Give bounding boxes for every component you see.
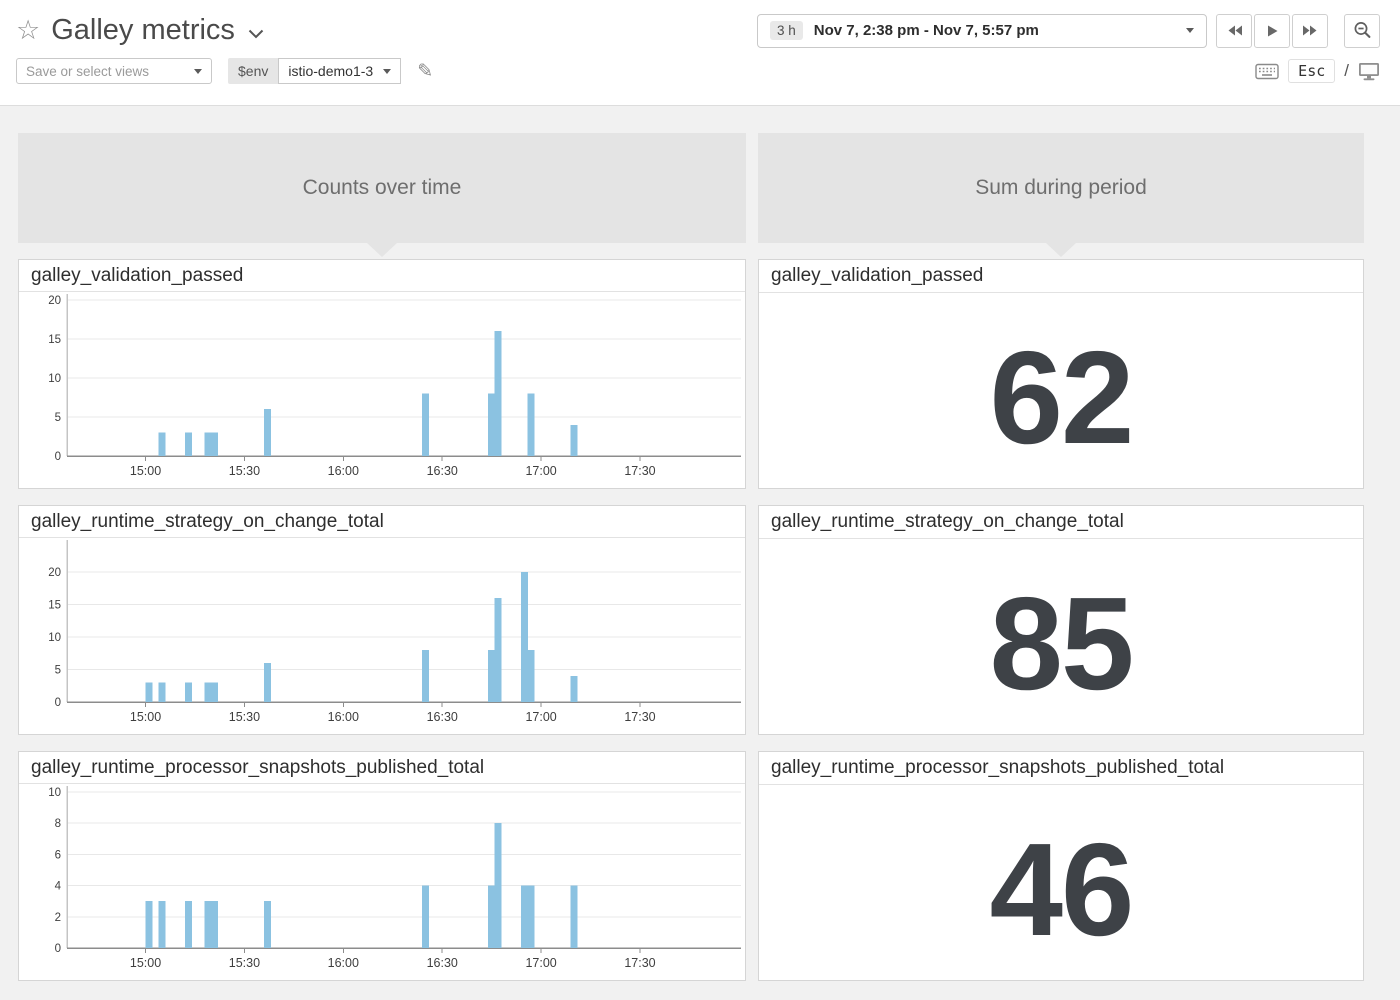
svg-text:16:00: 16:00 [328,956,359,970]
svg-text:0: 0 [55,451,61,463]
magnifier-minus-icon [1354,22,1370,38]
svg-text:15:30: 15:30 [229,956,260,970]
svg-text:10: 10 [48,373,61,385]
svg-text:15:00: 15:00 [130,710,161,724]
views-select-placeholder: Save or select views [26,63,150,79]
sum-card-title: galley_validation_passed [759,260,1363,293]
sum-value: 46 [989,815,1135,963]
chart-card: galley_runtime_processor_snapshots_publi… [18,751,746,981]
title-chevron-down-icon[interactable] [248,29,264,39]
bar-chart[interactable]: 0 5 10 15 20 15:00 15:30 16:00 16:30 17:00 17:30 [19,292,745,488]
svg-text:0: 0 [55,697,61,709]
esc-key-hint: Esc [1288,59,1336,83]
time-range-selector[interactable]: 3 h Nov 7, 2:38 pm - Nov 7, 5:57 pm [757,13,1207,48]
play-icon [1267,25,1277,36]
svg-text:5: 5 [55,412,61,424]
svg-text:5: 5 [55,665,61,677]
sum-card-title: galley_runtime_strategy_on_change_total [759,506,1363,539]
svg-text:15:30: 15:30 [229,464,260,478]
sum-card: galley_validation_passed 62 [758,259,1364,489]
svg-text:16:30: 16:30 [427,710,458,724]
sum-card-title: galley_runtime_processor_snapshots_publi… [759,752,1363,785]
svg-text:17:00: 17:00 [525,956,556,970]
svg-text:17:30: 17:30 [624,956,655,970]
template-variable-env: $env istio-demo1-3 [228,58,402,84]
column-header-label: Counts over time [302,176,462,199]
time-play-button[interactable] [1254,13,1290,48]
svg-text:6: 6 [55,849,61,861]
chart-title: galley_validation_passed [19,260,745,292]
chevron-down-icon [194,68,202,74]
env-value: istio-demo1-3 [288,63,374,79]
svg-text:15:00: 15:00 [130,464,161,478]
env-var-name: $env [228,58,279,84]
sum-card: galley_runtime_processor_snapshots_publi… [758,751,1364,981]
svg-text:16:00: 16:00 [328,464,359,478]
svg-text:20: 20 [48,567,61,579]
svg-text:16:00: 16:00 [328,710,359,724]
svg-text:10: 10 [48,632,61,644]
svg-text:15:00: 15:00 [130,956,161,970]
time-duration-badge: 3 h [770,21,803,40]
dashboard-content: Counts over time Sum during period galle… [0,106,1400,1000]
svg-text:2: 2 [55,912,61,924]
fast-forward-icon [1302,25,1316,36]
bar-chart[interactable]: 0 2 4 6 8 10 15:00 15:30 16:00 16:30 17:00 17:30 [19,784,745,980]
svg-text:16:30: 16:30 [427,956,458,970]
edit-pencil-icon[interactable]: ✎ [417,60,434,82]
column-header-label: Sum during period [975,176,1147,199]
svg-text:15:30: 15:30 [229,710,260,724]
chart-card: galley_validation_passed 0 5 10 15 20 15:00 15… [18,259,746,489]
time-back-button[interactable] [1216,13,1252,48]
chart-title: galley_runtime_strategy_on_change_total [19,506,745,538]
top-bar: ☆ Galley metrics 3 h Nov 7, 2:38 pm - No… [0,0,1400,106]
svg-text:17:30: 17:30 [624,464,655,478]
chevron-down-icon [1186,28,1194,33]
keyboard-icon[interactable] [1255,63,1279,80]
sum-value: 62 [989,323,1135,471]
time-forward-button[interactable] [1292,13,1328,48]
sum-value: 85 [989,569,1135,717]
svg-text:8: 8 [55,818,61,830]
svg-text:16:30: 16:30 [427,464,458,478]
chart-title: galley_runtime_processor_snapshots_publi… [19,752,745,784]
chart-card: galley_runtime_strategy_on_change_total … [18,505,746,735]
time-range-label: Nov 7, 2:38 pm - Nov 7, 5:57 pm [813,22,1039,39]
svg-text:4: 4 [55,881,62,893]
column-header-sum: Sum during period [758,133,1364,257]
svg-text:15: 15 [48,600,61,612]
favorite-star-icon[interactable]: ☆ [16,15,41,45]
svg-text:10: 10 [48,787,61,799]
column-header-counts: Counts over time [18,133,746,257]
tv-mode-monitor-icon[interactable] [1358,62,1380,81]
page-title: Galley metrics [51,14,235,46]
svg-text:17:30: 17:30 [624,710,655,724]
slash-key-hint: / [1344,61,1349,80]
svg-text:0: 0 [55,943,61,955]
svg-text:15: 15 [48,334,61,346]
sum-card: galley_runtime_strategy_on_change_total … [758,505,1364,735]
time-nav-group [1216,13,1328,48]
env-value-select[interactable]: istio-demo1-3 [278,58,402,84]
chevron-down-icon [383,68,392,74]
svg-text:20: 20 [48,295,61,307]
svg-text:17:00: 17:00 [525,710,556,724]
rewind-icon [1228,25,1242,36]
bar-chart[interactable]: 0 5 10 15 20 15:00 15:30 16:00 16:30 17:00 17:30 [19,538,745,734]
views-select[interactable]: Save or select views [16,58,212,84]
zoom-out-button[interactable] [1344,13,1380,48]
svg-text:17:00: 17:00 [525,464,556,478]
